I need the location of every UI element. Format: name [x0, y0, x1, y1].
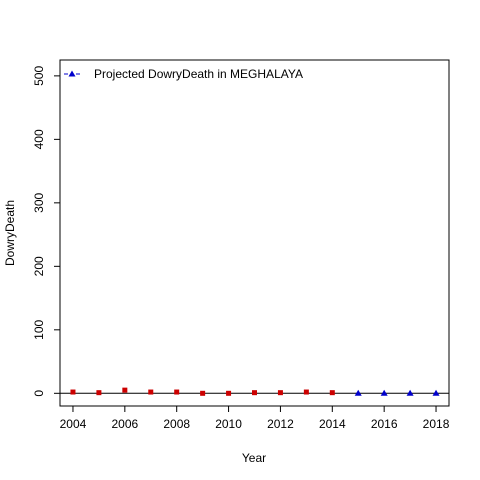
x-axis: 2004 2006 2008 2010 2012 2014 2016 2018: [60, 406, 450, 431]
x-tick-label: 2018: [423, 417, 450, 431]
data-point-square: [303, 389, 309, 395]
legend-label: Projected DowryDeath in MEGHALAYA: [94, 67, 303, 81]
y-axis-label: DowryDeath: [3, 200, 17, 266]
legend: Projected DowryDeath in MEGHALAYA: [64, 67, 303, 81]
x-tick-label: 2006: [111, 417, 138, 431]
y-tick-label: 0: [32, 390, 46, 397]
y-tick-label: 500: [32, 66, 46, 86]
plot-frame: [59, 59, 450, 407]
data-point-square: [252, 390, 257, 396]
x-tick-label: 2010: [215, 417, 242, 431]
y-tick-label: 300: [32, 193, 46, 213]
x-tick-label: 2016: [371, 417, 398, 431]
y-tick-label: 100: [32, 319, 46, 339]
data-point-triangle: [432, 389, 440, 396]
legend-triangle-marker: [68, 70, 76, 77]
data-point-square: [148, 389, 154, 395]
data-point-square: [122, 387, 128, 393]
y-tick-label: 400: [32, 129, 46, 149]
data-point-triangle: [406, 389, 414, 396]
x-tick-label: 2014: [319, 417, 346, 431]
data-point-square: [200, 390, 206, 396]
x-tick-label: 2012: [267, 417, 294, 431]
data-point-square: [174, 389, 180, 395]
data-point-square: [226, 390, 232, 396]
x-tick-label: 2004: [60, 417, 87, 431]
data-point-square: [70, 389, 76, 395]
x-tick-label: 2008: [163, 417, 190, 431]
data-point-triangle: [380, 389, 388, 396]
data-point-triangle: [354, 389, 362, 396]
data-point-square: [329, 390, 335, 396]
data-point-square: [277, 390, 283, 396]
data-point-square: [96, 390, 102, 396]
y-tick-label: 200: [32, 256, 46, 276]
x-axis-label: Year: [242, 451, 266, 465]
data-points: [70, 387, 440, 396]
y-axis: 0 100 200 300 400 500: [32, 66, 60, 397]
